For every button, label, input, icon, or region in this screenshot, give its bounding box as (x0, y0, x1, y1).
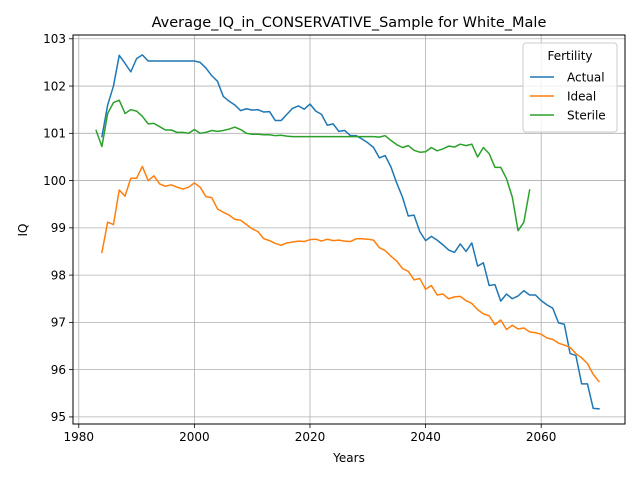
series-line-actual (101, 54, 600, 410)
legend-title: Fertility (547, 49, 592, 63)
y-tick-label: 98 (51, 268, 66, 282)
x-tick-label: 1980 (64, 430, 95, 444)
legend-label-sterile: Sterile (567, 108, 606, 122)
legend: Fertility Actual Ideal Sterile (522, 42, 618, 133)
grid (73, 35, 625, 424)
x-tick-label: 2040 (410, 430, 441, 444)
y-tick-label: 96 (51, 363, 66, 377)
x-tick-label: 2000 (179, 430, 210, 444)
x-axis-title: Years (332, 451, 365, 465)
axis-ticks: 1980 2000 2020 2040 2060 95 96 97 98 99 100 101 102 1… (43, 32, 556, 444)
y-tick-label: 101 (43, 127, 66, 141)
y-tick-label: 99 (51, 221, 66, 235)
legend-entries: Actual Ideal Sterile (530, 70, 606, 122)
legend-label-actual: Actual (567, 70, 605, 84)
series-line-sterile (95, 99, 531, 232)
plot-frame (72, 34, 626, 425)
x-tick-label: 2020 (295, 430, 326, 444)
legend-box (522, 42, 618, 133)
y-axis-title: IQ (16, 224, 30, 237)
x-tick-label: 2060 (526, 430, 557, 444)
y-tick-label: 103 (43, 32, 66, 46)
series-lines (95, 54, 601, 410)
series-line-ideal (101, 165, 601, 383)
y-tick-label: 95 (51, 410, 66, 424)
legend-label-ideal: Ideal (567, 89, 596, 103)
y-tick-label: 102 (43, 79, 66, 93)
y-tick-label: 97 (51, 316, 66, 330)
chart-title: Average_IQ_in_CONSERVATIVE_Sample for Wh… (152, 15, 547, 31)
y-tick-label: 100 (43, 174, 66, 188)
